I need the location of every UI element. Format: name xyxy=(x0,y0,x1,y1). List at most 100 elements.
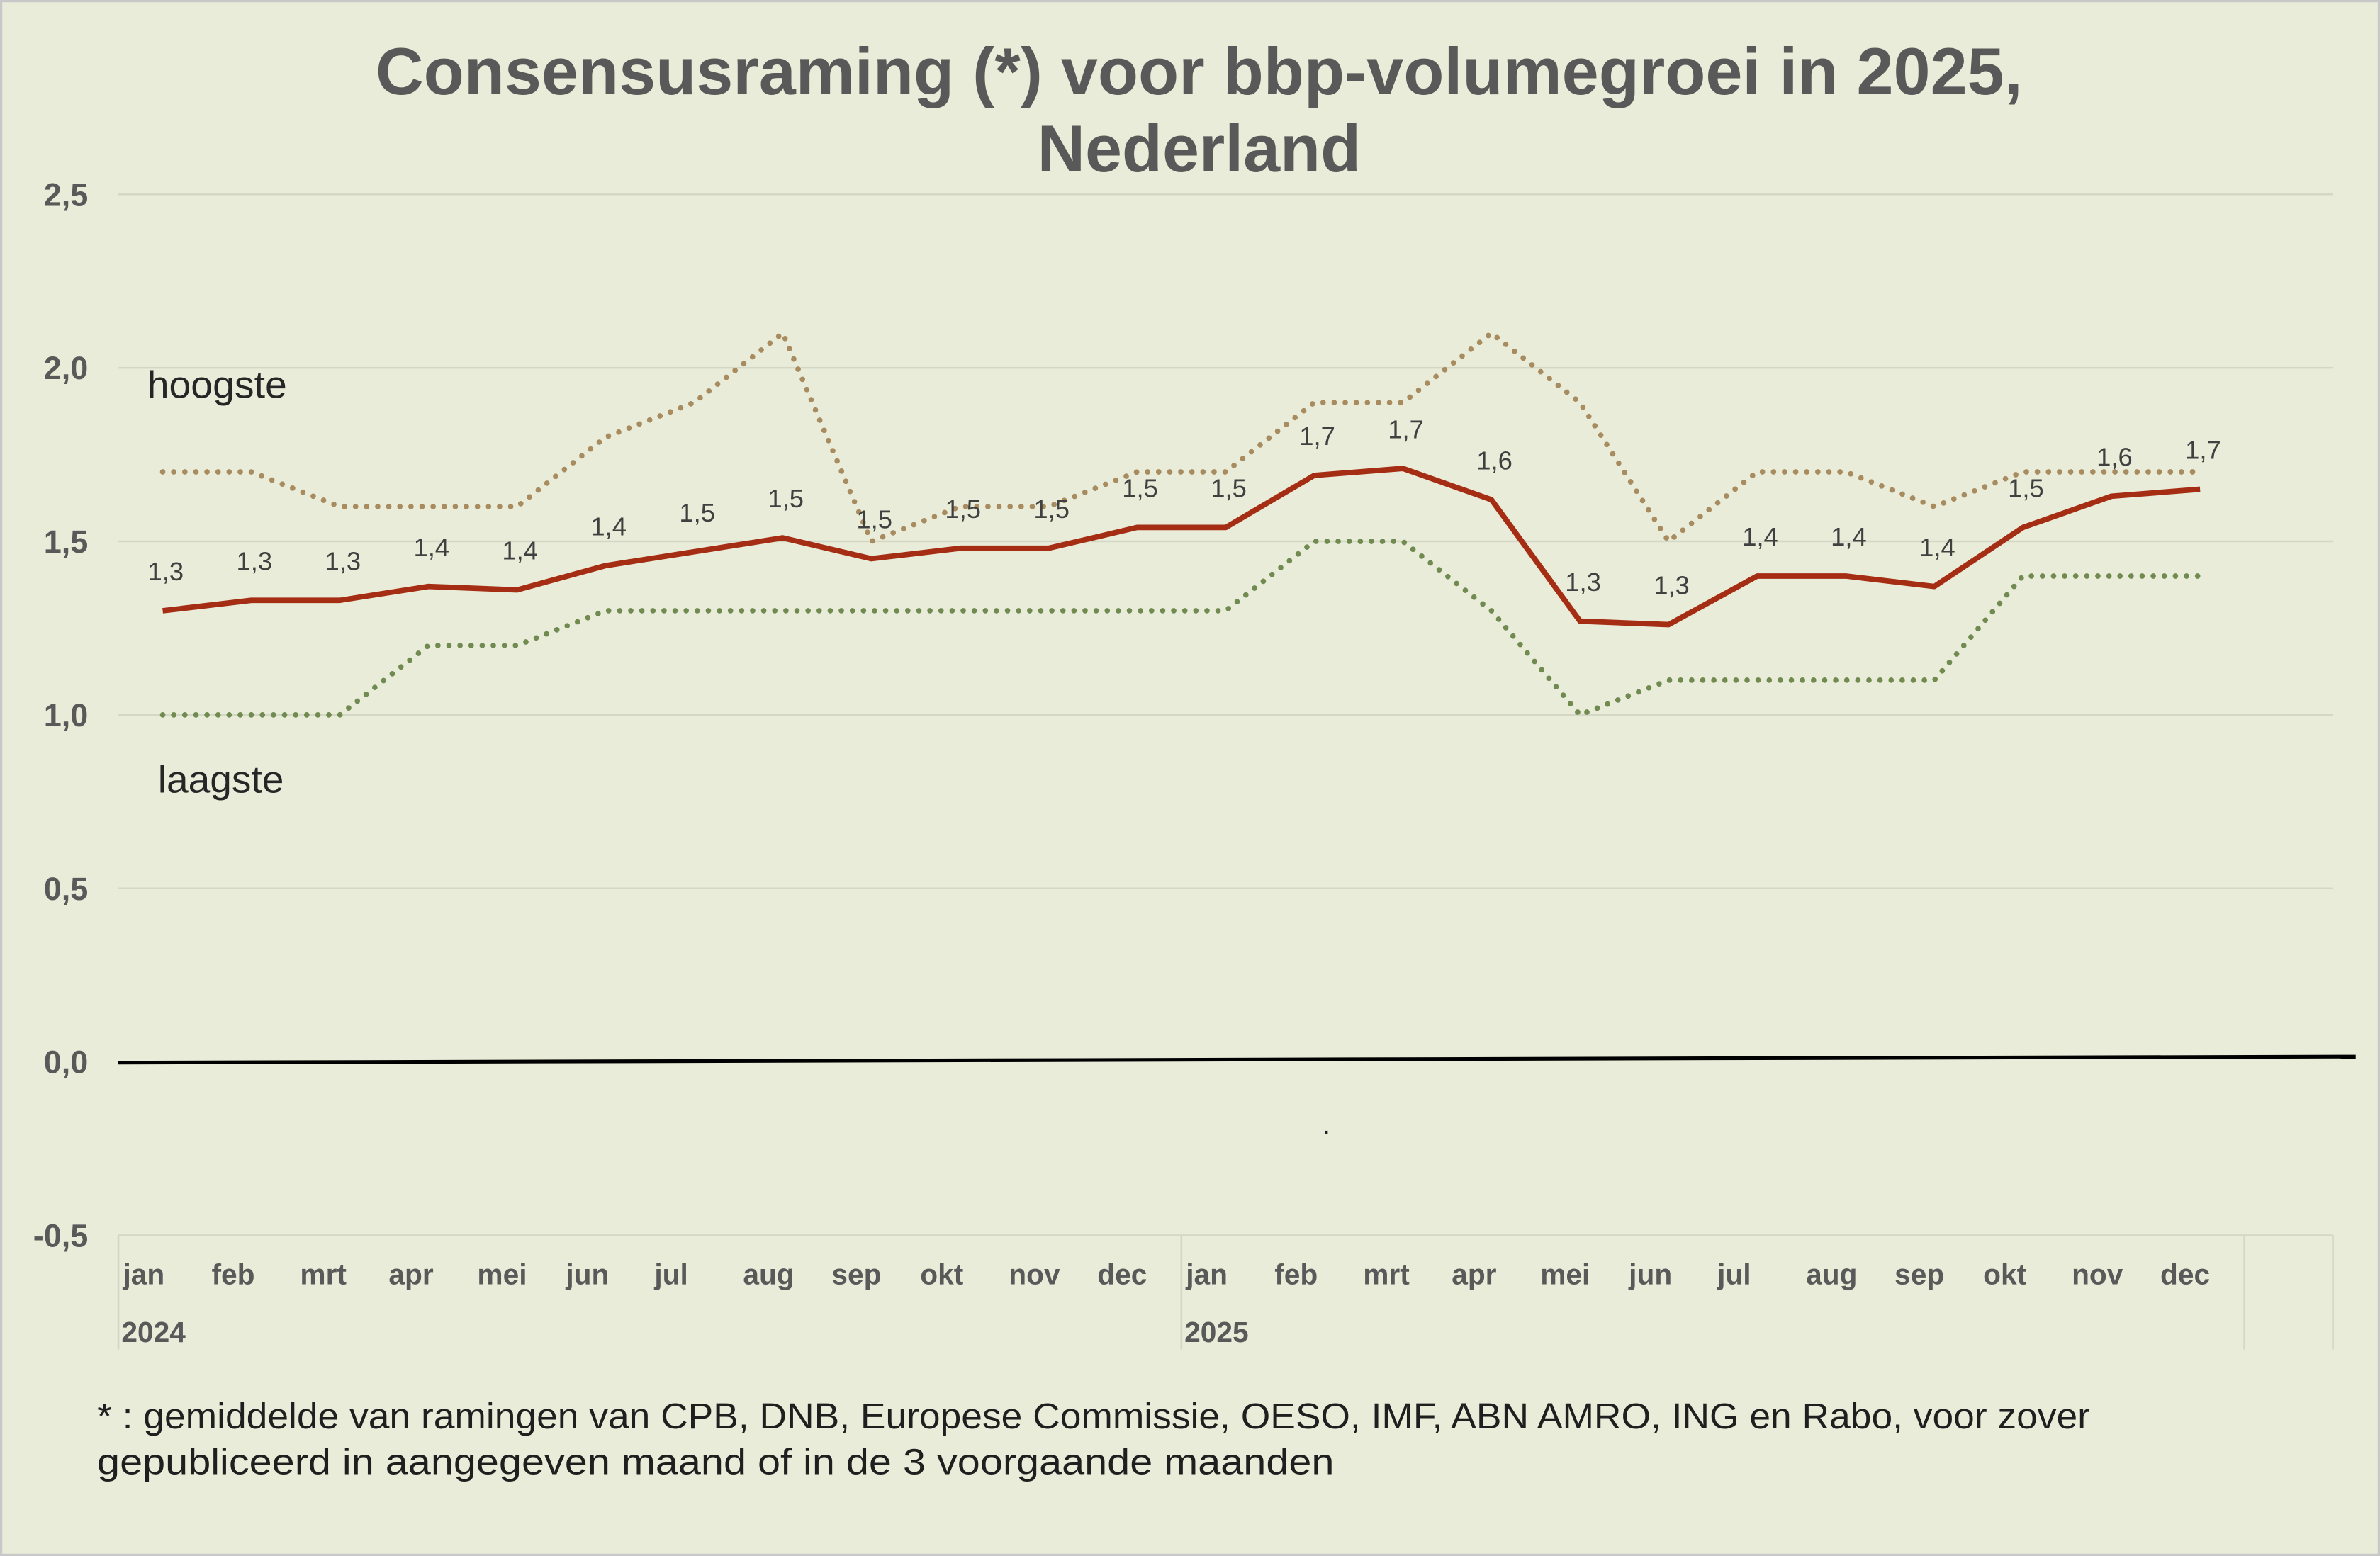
lowest-point xyxy=(1221,607,1230,616)
series-label-laagste: laagste xyxy=(158,759,284,801)
highest-point xyxy=(1841,468,1851,477)
lowest-point xyxy=(1753,675,1762,684)
lowest-point xyxy=(2107,572,2116,581)
highest-point xyxy=(247,468,256,477)
mean-point xyxy=(424,582,433,591)
highest-series-line xyxy=(159,330,2203,544)
mean-point xyxy=(1930,582,1939,591)
x-tick-label: jan xyxy=(122,1258,164,1290)
x-tick-label: mei xyxy=(477,1258,527,1290)
highest-point xyxy=(2196,468,2205,477)
x-tick-label: sep xyxy=(831,1258,881,1290)
y-tick-label: 1,0 xyxy=(44,697,89,733)
highest-point xyxy=(601,433,610,442)
highest-point xyxy=(1576,398,1585,407)
data-label: 1,7 xyxy=(1299,422,1335,451)
lowest-point xyxy=(1044,607,1053,616)
data-label: 1,3 xyxy=(236,546,272,575)
y-tick-label: 0,5 xyxy=(44,871,89,907)
data-label: 1,7 xyxy=(2185,436,2221,465)
data-label: 1,4 xyxy=(590,512,627,541)
mean-point xyxy=(1753,572,1762,581)
x-tick-label: feb xyxy=(211,1258,254,1290)
y-tick-label: -0,5 xyxy=(33,1218,88,1254)
data-labels: 1,3 1,3 1,3 1,4 1,4 1,4 1,5 1,5 1,5 1,5 1,5 1,5 1,5 1… xyxy=(148,415,2221,599)
x-tick-label: apr xyxy=(388,1258,433,1290)
highest-point xyxy=(512,502,522,512)
x-tick-label: jul xyxy=(653,1258,687,1290)
lowest-point xyxy=(1841,675,1851,684)
x-tick-label: dec xyxy=(1097,1258,1147,1290)
x-tick-label: jan xyxy=(1185,1258,1228,1290)
lowest-point xyxy=(1664,675,1673,684)
footnote-line-1: * : gemiddelde van ramingen van CPB, DNB… xyxy=(97,1395,2090,1436)
x-tick-label: jul xyxy=(1717,1258,1751,1290)
annotation-dot: . xyxy=(1322,1107,1330,1141)
x-tick-label: nov xyxy=(2072,1258,2123,1290)
data-label: 1,5 xyxy=(768,484,804,513)
x-tick-label: okt xyxy=(1983,1258,2026,1290)
data-label: 1,5 xyxy=(945,495,981,524)
data-label: 1,3 xyxy=(1565,568,1601,597)
lowest-point xyxy=(1576,710,1585,719)
y-tick-label: 1,5 xyxy=(44,524,89,560)
x-tick-label: mei xyxy=(1540,1258,1590,1290)
mean-point xyxy=(955,543,965,553)
data-label: 1,4 xyxy=(502,536,538,565)
mean-series-line xyxy=(162,466,2201,628)
x-tick-label: aug xyxy=(1806,1258,1857,1290)
mean-point xyxy=(690,547,699,556)
lowest-point xyxy=(1487,607,1496,616)
mean-point xyxy=(601,561,610,570)
mean-point xyxy=(1133,523,1142,532)
zero-axis-line xyxy=(118,1054,2356,1065)
highest-point xyxy=(335,502,344,512)
x-group-label: 2024 xyxy=(121,1316,186,1348)
data-label: 1,6 xyxy=(2096,442,2133,471)
lowest-series-line xyxy=(159,539,2203,718)
lowest-point xyxy=(247,710,256,719)
x-tick-label: okt xyxy=(920,1258,963,1290)
data-label: 1,4 xyxy=(1831,522,1867,551)
data-label: 1,3 xyxy=(325,546,361,575)
y-tick-label: 0,0 xyxy=(44,1044,89,1081)
x-tick-label: jun xyxy=(565,1258,609,1290)
data-label: 1,5 xyxy=(856,505,892,534)
data-label: 1,7 xyxy=(1388,415,1424,444)
highest-point xyxy=(424,502,433,512)
x-tick-label: aug xyxy=(743,1258,794,1290)
x-tick-label: mrt xyxy=(300,1258,347,1290)
mean-point xyxy=(1487,495,1496,504)
x-tick-label: mrt xyxy=(1363,1258,1410,1290)
data-label: 1,5 xyxy=(1211,474,1247,503)
chart-title-line-1: Consensusraming (*) voor bbp-volumegroei… xyxy=(376,34,2023,108)
x-axis: jan feb mrt apr mei jun jul aug sep okt nov dec jan f… xyxy=(117,1235,2334,1350)
data-label: 1,5 xyxy=(1033,495,1070,524)
mean-point xyxy=(1221,523,1230,532)
lowest-point xyxy=(512,641,522,650)
lowest-point xyxy=(867,607,876,616)
mean-point xyxy=(335,596,344,605)
lowest-point xyxy=(1930,675,1939,684)
data-label: 1,3 xyxy=(148,557,184,586)
data-label: 1,4 xyxy=(1919,533,1955,562)
mean-point xyxy=(1664,620,1673,629)
lowest-point xyxy=(1398,537,1408,546)
lowest-point xyxy=(158,710,167,719)
mean-point xyxy=(1044,543,1053,553)
mean-point xyxy=(1310,471,1319,480)
data-label: 1,5 xyxy=(679,498,715,527)
mean-point xyxy=(247,596,256,605)
highest-point xyxy=(1753,468,1762,477)
mean-point xyxy=(158,607,167,616)
lowest-point xyxy=(1133,607,1142,616)
highest-point xyxy=(867,537,876,546)
series-label-hoogste: hoogste xyxy=(147,364,287,406)
lowest-point xyxy=(955,607,965,616)
x-group-label: 2025 xyxy=(1184,1316,1248,1348)
mean-point xyxy=(1398,464,1408,473)
chart-title-line-2: Nederland xyxy=(1038,111,1362,186)
mean-point xyxy=(512,585,522,594)
highest-point xyxy=(1310,398,1319,407)
